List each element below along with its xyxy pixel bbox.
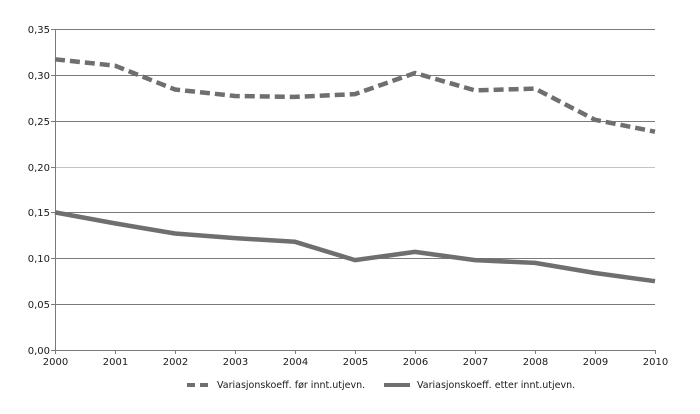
x-tick-label: 2009: [583, 357, 608, 368]
x-tick-label: 2010: [643, 357, 668, 368]
y-tick-label: 0,05: [28, 300, 50, 311]
legend-label-before: Variasjonskoeff. før innt.utjevn.: [217, 380, 365, 391]
legend-label-after: Variasjonskoeff. etter innt.utjevn.: [417, 380, 575, 391]
x-axis: 2000 2001 2002 2003 2004 2005 2006 2007 2008 2009…: [43, 350, 668, 368]
x-tick-label: 2000: [43, 357, 68, 368]
y-tick-label: 0,30: [28, 71, 50, 82]
gridlines: [55, 29, 655, 305]
x-tick-label: 2004: [283, 357, 308, 368]
y-axis: 0,00 0,05 0,10 0,15 0,20 0,25 0,30 0,35: [28, 25, 56, 357]
y-tick-label: 0,10: [28, 254, 50, 265]
legend: Variasjonskoeff. før innt.utjevn. Varias…: [187, 380, 575, 391]
series-line-before: [54, 57, 656, 134]
x-tick-label: 2002: [163, 357, 188, 368]
y-tick-label: 0,20: [28, 163, 50, 174]
y-tick-label: 0,15: [28, 208, 50, 219]
series-lines: [54, 57, 656, 284]
x-tick-label: 2001: [103, 357, 128, 368]
x-tick-label: 2005: [343, 357, 368, 368]
x-tick-label: 2006: [403, 357, 428, 368]
y-tick-label: 0,00: [28, 346, 50, 357]
series-line-after: [54, 210, 656, 284]
y-tick-label: 0,25: [28, 117, 50, 128]
x-tick-label: 2007: [463, 357, 488, 368]
legend-item-after: Variasjonskoeff. etter innt.utjevn.: [384, 380, 575, 391]
x-tick-label: 2008: [523, 357, 548, 368]
x-tick-label: 2003: [223, 357, 248, 368]
y-tick-label: 0,35: [28, 25, 50, 36]
legend-item-before: Variasjonskoeff. før innt.utjevn.: [187, 380, 365, 391]
